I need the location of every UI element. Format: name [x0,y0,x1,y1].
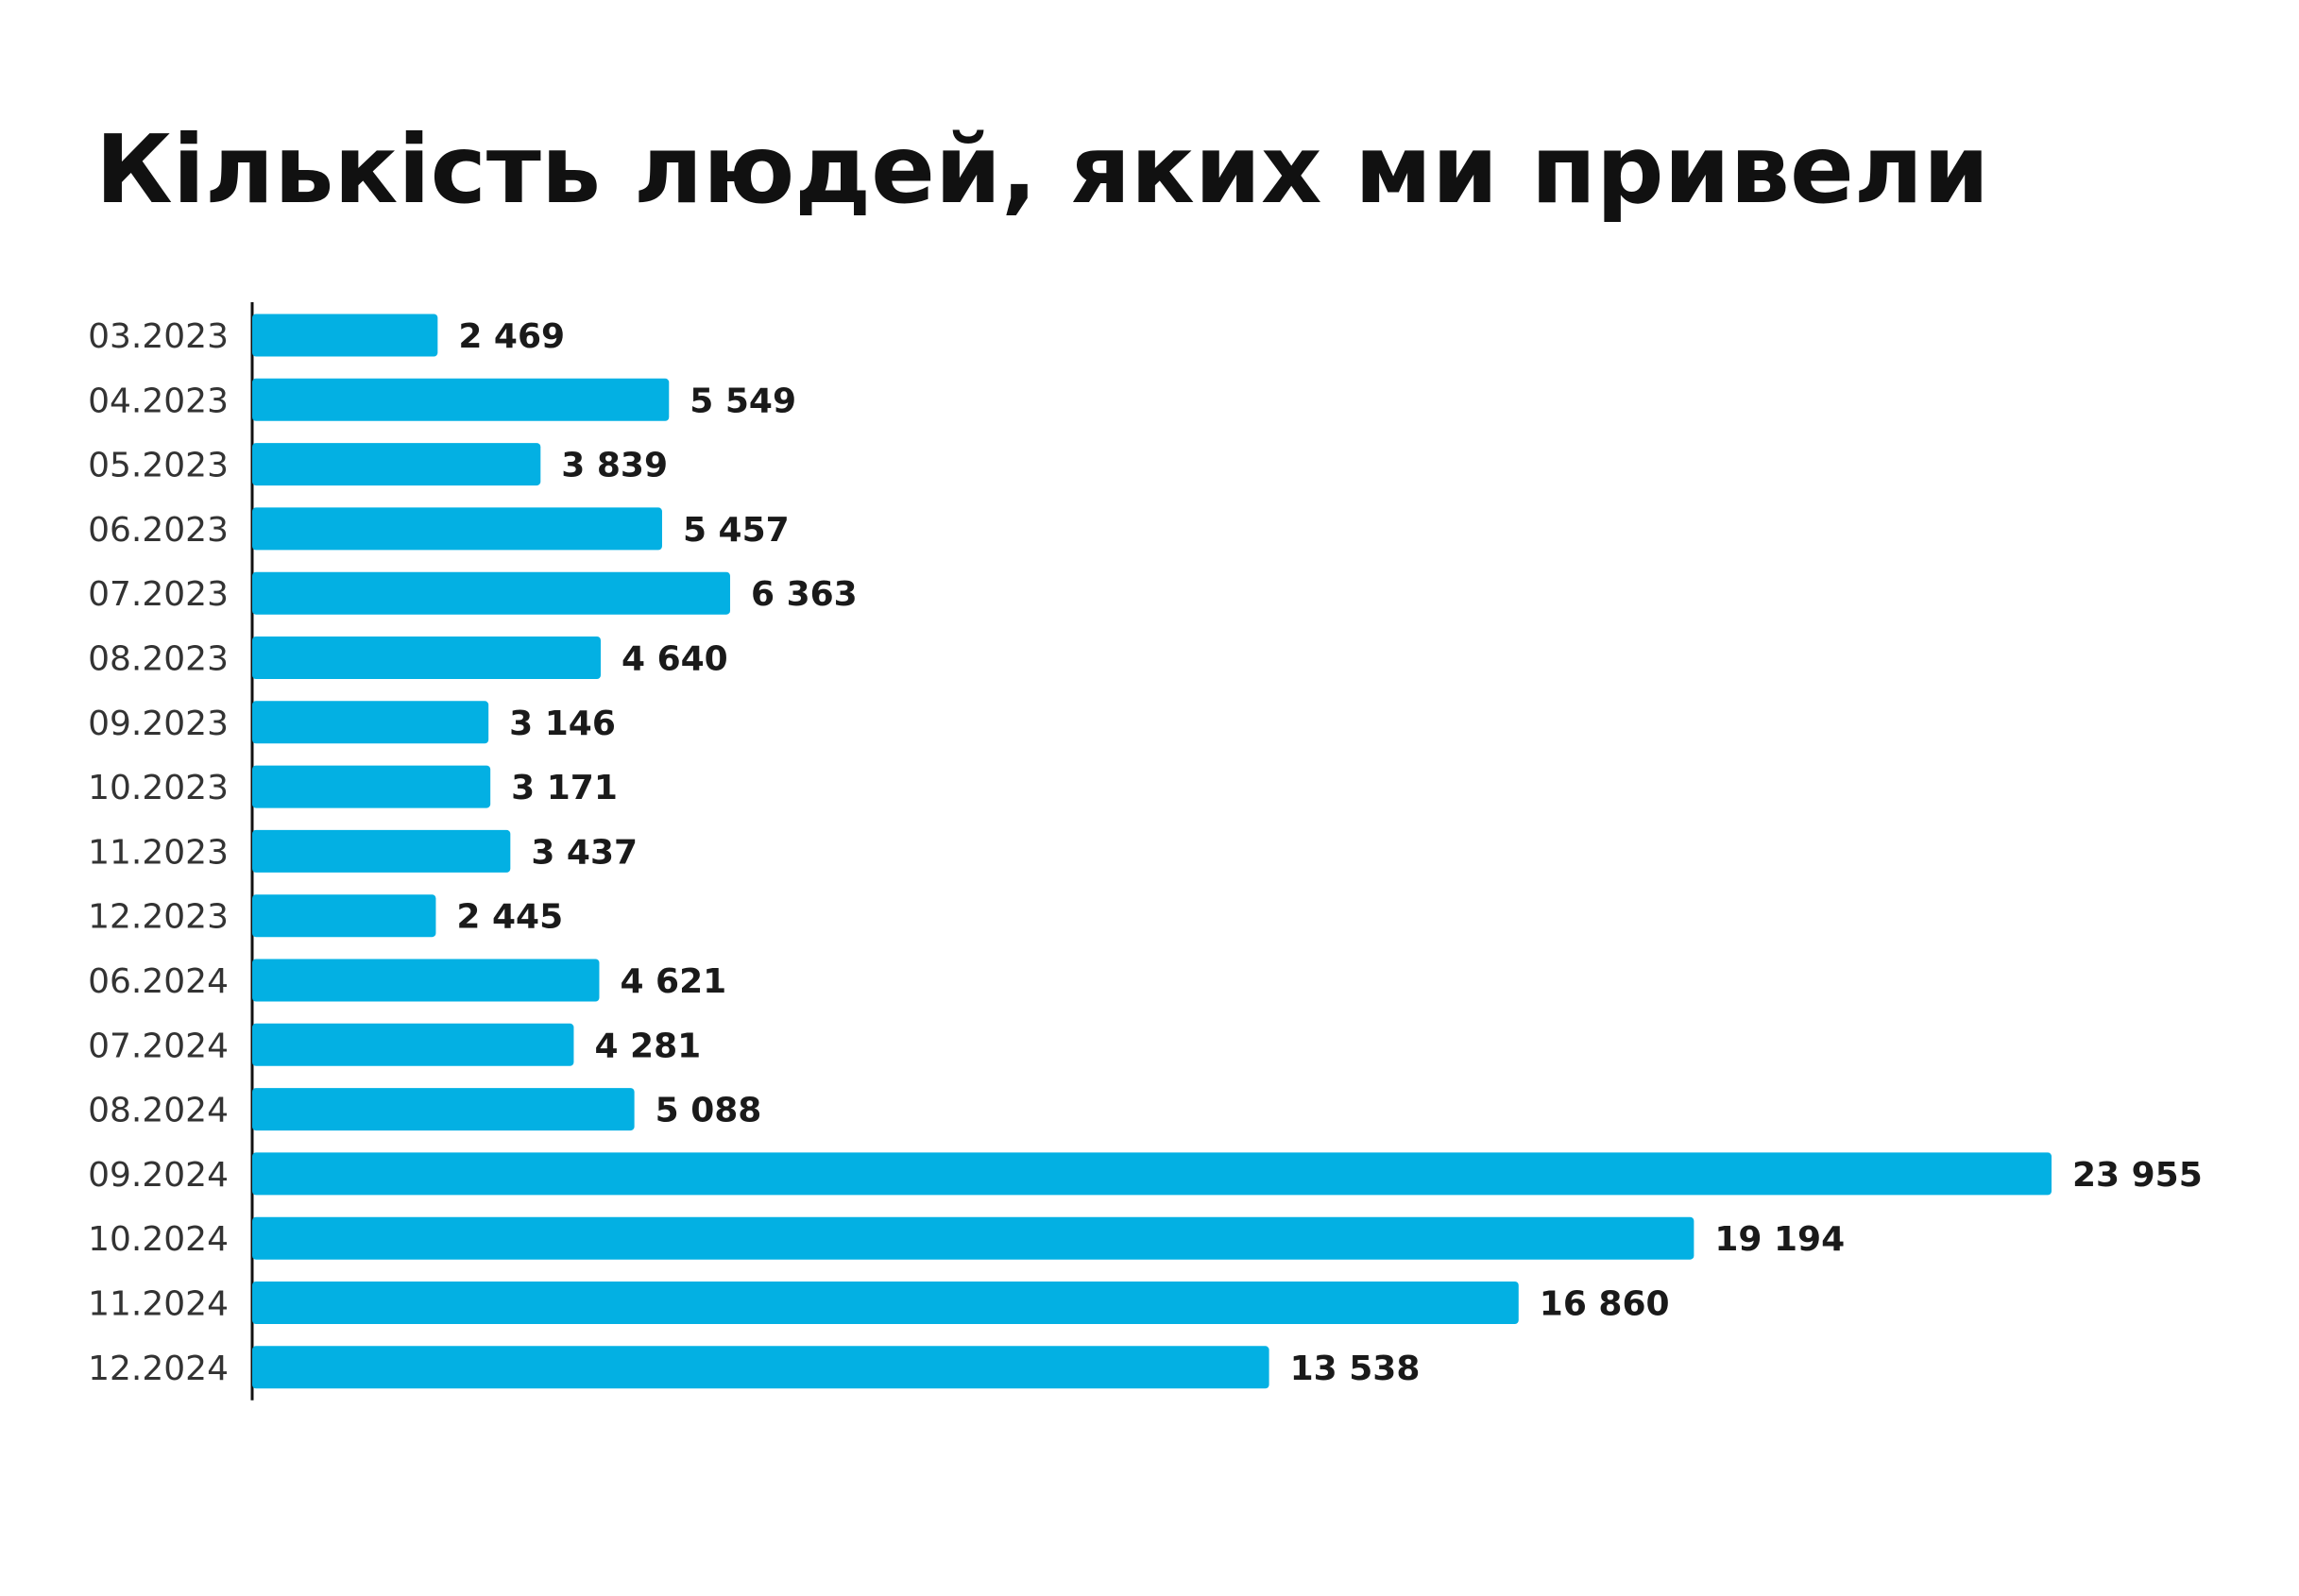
value-label: 4 640 [622,640,728,679]
value-label: 2 445 [456,898,563,937]
value-label: 5 088 [656,1092,762,1130]
value-label: 3 839 [561,447,668,485]
bar-09.2024 [252,1152,2052,1196]
value-label: 3 171 [511,769,618,807]
value-label: 3 146 [509,705,616,743]
bar-04.2023 [252,378,670,421]
value-label: 6 363 [751,575,858,614]
bar-08.2024 [252,1088,635,1131]
bar-12.2023 [252,894,436,938]
bar-11.2023 [252,829,511,873]
value-label: 19 194 [1714,1220,1845,1259]
category-label: 08.2024 [88,1092,229,1130]
bar-05.2023 [252,443,541,486]
category-label: 12.2024 [88,1350,229,1388]
bar-10.2024 [252,1216,1694,1260]
bar-06.2023 [252,507,662,551]
bar-03.2023 [252,314,438,357]
bar-07.2024 [252,1023,574,1066]
bar-06.2024 [252,959,600,1002]
category-label: 11.2023 [88,833,229,872]
category-label: 10.2024 [88,1220,229,1259]
category-label: 07.2024 [88,1027,229,1065]
value-label: 23 955 [2072,1156,2203,1195]
bar-08.2023 [252,637,601,679]
category-label: 06.2024 [88,962,229,1001]
value-label: 4 281 [594,1027,701,1065]
category-label: 12.2023 [88,898,229,937]
category-label: 10.2023 [88,769,229,807]
chart-title: Кількість людей, яких ми привели [95,114,1990,225]
value-label: 16 860 [1540,1285,1670,1324]
value-label: 5 457 [683,511,790,550]
bar-10.2023 [252,765,491,808]
bar-12.2024 [252,1346,1269,1389]
bar-09.2023 [252,701,489,744]
bar-07.2023 [252,571,731,615]
bars-group [252,314,2052,1389]
value-label: 3 437 [531,833,638,872]
category-label: 06.2023 [88,511,229,550]
category-labels-group: 03.2023 04.2023 05.2023 06.2023 07.2023 08.20… [88,317,229,1388]
category-label: 04.2023 [88,382,229,420]
value-label: 5 549 [690,382,796,420]
category-label: 09.2024 [88,1156,229,1195]
category-label: 08.2023 [88,640,229,679]
category-label: 11.2024 [88,1285,229,1324]
category-label: 07.2023 [88,575,229,614]
category-label: 03.2023 [88,317,229,356]
value-label: 13 538 [1290,1350,1421,1388]
value-label: 2 469 [458,317,565,356]
bar-11.2024 [252,1282,1519,1324]
category-label: 05.2023 [88,447,229,485]
category-label: 09.2023 [88,705,229,743]
value-label: 4 621 [620,962,726,1001]
